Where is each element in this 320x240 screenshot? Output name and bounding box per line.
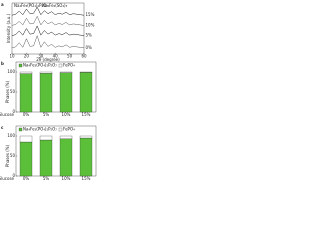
legend-swatch (18, 63, 23, 68)
bar-segment (79, 72, 93, 113)
bar-segment (39, 73, 53, 113)
panel-label: a (1, 2, 4, 7)
x-tick-label: 10% (62, 112, 71, 117)
x-axis-label: Glucose (0, 176, 15, 181)
x-tick-label: 0% (23, 112, 30, 117)
legend-swatch (58, 127, 63, 132)
plot-frame (15, 125, 97, 177)
page: a 10 20 30 40 50 60 2θ (degree) Intensity (a.u.)… (0, 0, 101, 189)
series-label: 10% (86, 22, 95, 27)
panel-label: b (1, 61, 4, 66)
bar-segment (59, 72, 73, 113)
bar-segment (19, 141, 33, 177)
y-axis-label: Phases (%) (5, 80, 10, 103)
x-tick-label: 60 (81, 54, 87, 59)
y-tick-label: 50 (10, 153, 16, 158)
plot-frame (15, 61, 97, 113)
bar-segment (59, 135, 73, 139)
y-axis-label: Intensity (a.u.) (6, 13, 11, 43)
bar-segment (59, 138, 73, 177)
y-tick-label: 100 (7, 69, 15, 74)
y-tick-label: 0 (12, 109, 15, 114)
bar-segment (79, 135, 93, 139)
bar-segment (39, 135, 53, 141)
x-tick-label: 10 (9, 54, 15, 59)
bar-segment (19, 73, 33, 113)
xrd-line (11, 15, 85, 26)
bar-segment (19, 71, 33, 74)
legend-text: Na₂Fe₂(SO₄)₃ (42, 3, 68, 8)
xrd-line (11, 25, 85, 36)
series-label: 5% (86, 33, 93, 38)
x-tick-label: 5% (43, 112, 50, 117)
y-axis-label: Phases (%) (5, 144, 10, 167)
legend-text: Na₄Fe₃(PO₄)₂P₂O₇ (23, 127, 57, 132)
x-tick-label: 40 (53, 54, 59, 59)
series-label: 0% (86, 45, 93, 50)
legend-text: FePO₄ (63, 127, 75, 132)
figure: a 10 20 30 40 50 60 2θ (degree) Intensity (a.u.)… (0, 2, 97, 181)
panel-label: c (1, 125, 4, 130)
bar-segment (19, 135, 33, 143)
bar-segment (59, 71, 73, 73)
y-tick-label: 50 (10, 89, 16, 94)
x-tick-label: 50 (67, 54, 73, 59)
x-tick-label: 15% (82, 112, 91, 117)
legend-swatch (18, 127, 23, 132)
plot-frame (11, 2, 85, 55)
y-tick-label: 100 (7, 133, 15, 138)
x-tick-label: 0% (23, 176, 30, 181)
y-tick-label: 0 (12, 173, 15, 178)
legend-swatch (58, 63, 63, 68)
x-axis-label: 2θ (degree) (36, 57, 60, 62)
legend-text: FePO₄ (63, 63, 75, 68)
series-label: 15% (86, 12, 95, 17)
xrd-line (11, 6, 85, 16)
x-tick-label: 30 (38, 54, 44, 59)
x-axis-label: Glucose (0, 112, 15, 117)
x-tick-label: 20 (24, 54, 30, 59)
legend-text: Na₄Fe₃(PO₄)₂P₂O₇ (23, 63, 57, 68)
bar-segment (39, 139, 53, 177)
legend-text: Na₄Fe₃(PO₄)₂P₂O₇ (14, 3, 48, 8)
x-tick-label: 15% (82, 176, 91, 181)
x-tick-label: 5% (43, 176, 50, 181)
bar-segment (79, 137, 93, 177)
xrd-line (11, 34, 85, 49)
bar-segment (39, 71, 53, 74)
x-tick-label: 10% (62, 176, 71, 181)
